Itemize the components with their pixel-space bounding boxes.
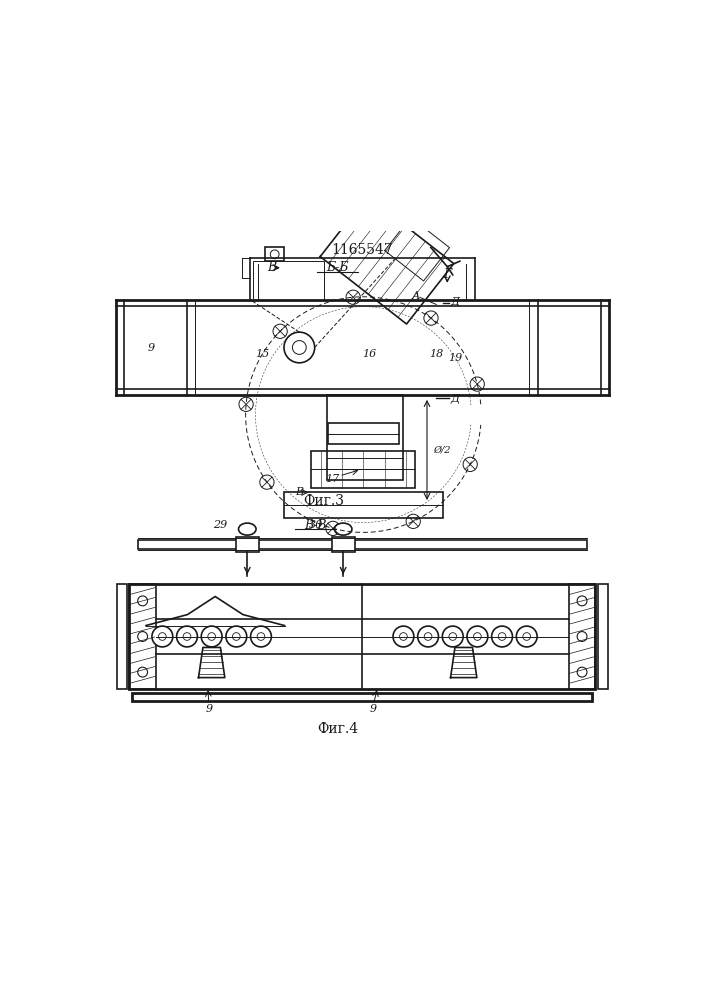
Circle shape — [463, 457, 477, 472]
Bar — [265, 247, 284, 261]
Text: 16: 16 — [362, 349, 377, 359]
Circle shape — [443, 626, 463, 647]
Circle shape — [259, 475, 274, 489]
Text: Д: Д — [450, 394, 459, 404]
Text: Ø/2: Ø/2 — [433, 445, 451, 454]
Text: 30: 30 — [309, 520, 323, 530]
Circle shape — [470, 377, 484, 391]
Bar — [332, 537, 355, 552]
Circle shape — [177, 626, 197, 647]
Ellipse shape — [334, 523, 352, 535]
Bar — [598, 584, 608, 689]
Text: А: А — [412, 291, 420, 301]
Text: 29: 29 — [213, 520, 227, 530]
Circle shape — [577, 667, 587, 677]
Bar — [328, 423, 399, 444]
Bar — [311, 451, 416, 488]
Text: В: В — [267, 261, 276, 274]
Circle shape — [406, 514, 421, 528]
Text: В: В — [296, 487, 303, 497]
Bar — [253, 261, 324, 300]
Text: Г: Г — [443, 268, 451, 281]
Circle shape — [577, 632, 587, 641]
Circle shape — [418, 626, 438, 647]
Text: 1165547: 1165547 — [332, 243, 393, 257]
Circle shape — [226, 626, 247, 647]
Circle shape — [393, 626, 414, 647]
Circle shape — [346, 290, 361, 304]
Bar — [132, 693, 592, 701]
Circle shape — [326, 521, 340, 536]
Circle shape — [201, 626, 222, 647]
Circle shape — [273, 324, 287, 338]
Bar — [129, 584, 156, 689]
Circle shape — [577, 596, 587, 606]
Text: 18: 18 — [429, 349, 443, 359]
Circle shape — [424, 311, 438, 325]
Bar — [327, 395, 404, 480]
Circle shape — [152, 626, 173, 647]
Circle shape — [239, 397, 253, 411]
Text: 9: 9 — [205, 704, 213, 714]
Bar — [569, 584, 595, 689]
Text: Фиг.4: Фиг.4 — [317, 722, 358, 736]
Circle shape — [138, 632, 148, 641]
Circle shape — [138, 667, 148, 677]
Text: В-В: В-В — [305, 519, 327, 532]
Text: Б-Б: Б-Б — [327, 261, 349, 274]
Ellipse shape — [238, 523, 256, 535]
Circle shape — [516, 626, 537, 647]
Bar — [235, 537, 259, 552]
Circle shape — [467, 626, 488, 647]
Bar — [117, 584, 127, 689]
Circle shape — [138, 596, 148, 606]
Text: 19: 19 — [448, 353, 462, 363]
Text: Фиг.3: Фиг.3 — [303, 494, 344, 508]
Text: Д: Д — [450, 297, 459, 307]
Text: 15: 15 — [255, 349, 270, 359]
Text: 17: 17 — [325, 474, 339, 484]
Bar — [138, 540, 587, 549]
Circle shape — [250, 626, 271, 647]
Text: 9: 9 — [370, 704, 377, 714]
Circle shape — [491, 626, 513, 647]
Text: 9: 9 — [148, 343, 155, 353]
Bar — [284, 492, 443, 518]
Bar — [129, 584, 595, 689]
